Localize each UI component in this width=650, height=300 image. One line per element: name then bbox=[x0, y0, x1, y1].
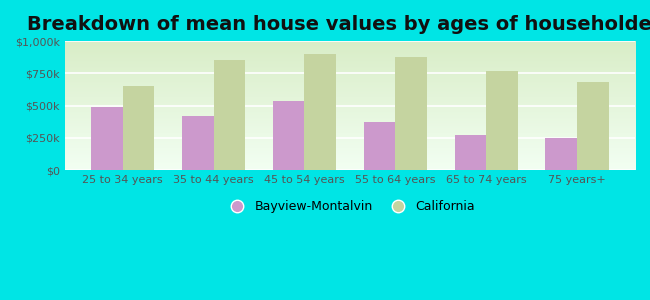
Title: Breakdown of mean house values by ages of householders: Breakdown of mean house values by ages o… bbox=[27, 15, 650, 34]
Bar bbox=[272, 100, 304, 170]
Bar bbox=[182, 116, 214, 170]
Bar bbox=[395, 57, 427, 170]
Bar bbox=[123, 86, 155, 170]
Bar bbox=[486, 71, 518, 170]
Bar bbox=[454, 135, 486, 170]
Bar bbox=[214, 61, 245, 170]
Bar bbox=[577, 82, 609, 170]
Bar bbox=[304, 54, 336, 170]
Legend: Bayview-Montalvin, California: Bayview-Montalvin, California bbox=[220, 195, 480, 218]
Bar bbox=[545, 138, 577, 170]
Bar bbox=[363, 122, 395, 170]
Bar bbox=[91, 107, 123, 170]
